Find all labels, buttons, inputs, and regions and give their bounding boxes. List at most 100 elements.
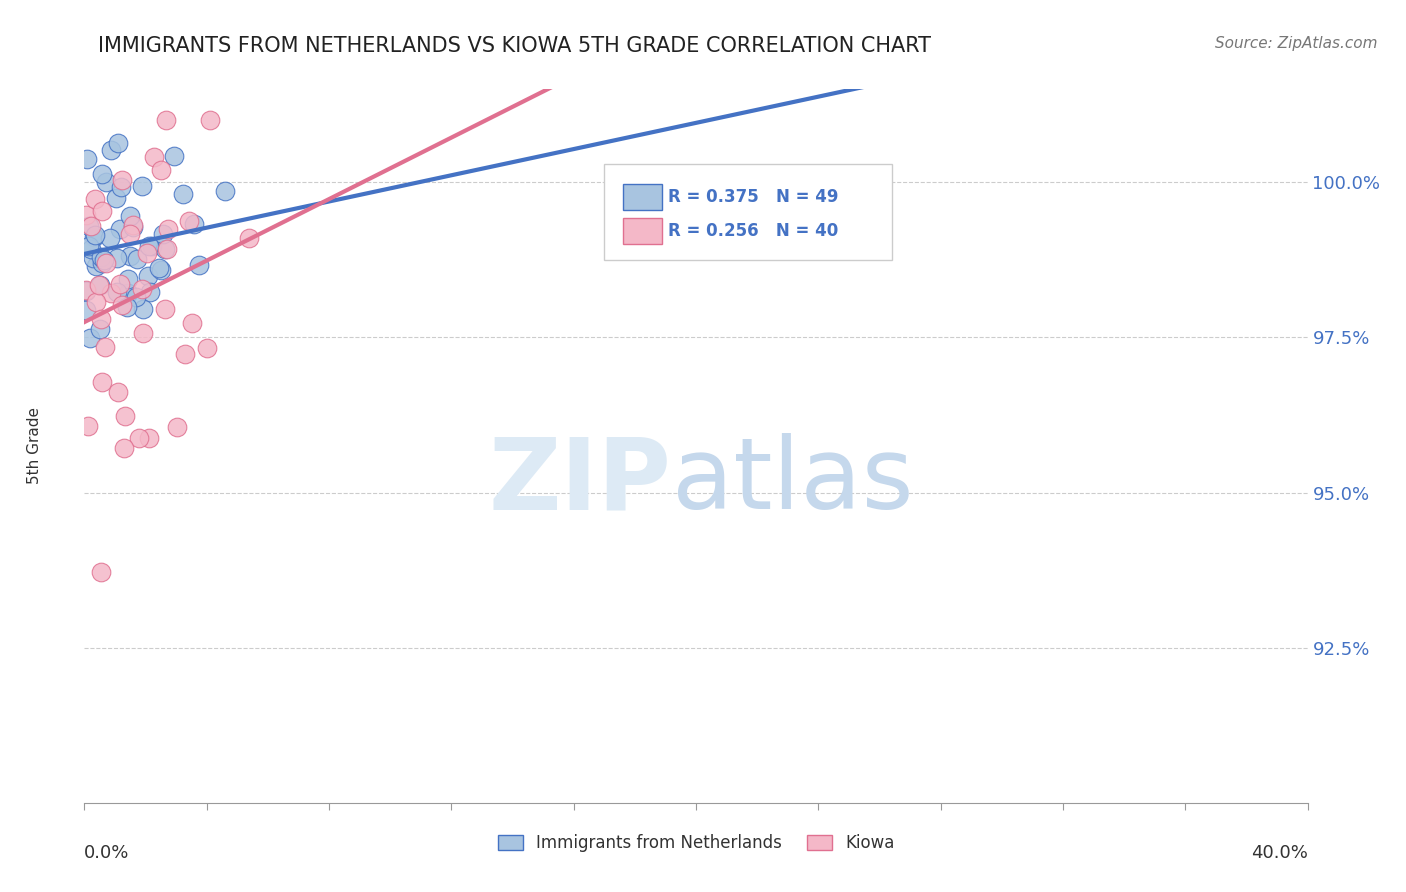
Point [131, 282, 153, 296]
Point [180, 316, 202, 330]
Point [143, 150, 166, 164]
FancyBboxPatch shape [605, 164, 891, 260]
Point [174, 347, 197, 361]
Text: ZIP: ZIP [489, 434, 672, 530]
Point [100, 285, 122, 300]
Point [157, 222, 180, 236]
Point [105, 191, 128, 205]
Point [111, 298, 134, 312]
Point [117, 286, 139, 301]
Point [238, 230, 260, 244]
Point [198, 113, 221, 128]
Point [155, 242, 177, 256]
Point [82, 251, 104, 265]
Point [90, 312, 112, 326]
Point [84, 260, 107, 274]
Point [136, 269, 159, 284]
Point [138, 432, 160, 446]
Text: R = 0.375   N = 49: R = 0.375 N = 49 [668, 188, 838, 206]
Point [79, 330, 101, 344]
Point [90, 565, 112, 579]
Point [110, 180, 132, 194]
Point [89, 277, 111, 292]
Point [77, 219, 100, 234]
Point [112, 441, 135, 455]
Point [94, 175, 117, 189]
Point [125, 290, 148, 304]
Legend: Immigrants from Netherlands, Kiowa: Immigrants from Netherlands, Kiowa [491, 828, 901, 859]
Point [132, 326, 155, 340]
Point [105, 285, 128, 299]
Point [139, 285, 162, 299]
FancyBboxPatch shape [623, 184, 662, 210]
Point [84, 192, 107, 206]
Point [141, 239, 163, 253]
Point [155, 243, 177, 257]
Point [77, 418, 100, 433]
Point [188, 258, 211, 272]
Point [83, 230, 105, 244]
Point [75, 208, 97, 222]
Point [76, 152, 98, 166]
Point [155, 301, 177, 316]
Text: 0.0%: 0.0% [84, 845, 129, 863]
FancyBboxPatch shape [623, 219, 662, 244]
Point [90, 250, 112, 264]
Point [77, 238, 100, 252]
Point [100, 144, 122, 158]
Point [75, 284, 97, 298]
Point [118, 227, 141, 241]
Point [162, 149, 184, 163]
Point [122, 218, 145, 232]
Text: 40.0%: 40.0% [1251, 845, 1308, 863]
Point [110, 277, 132, 291]
Point [114, 409, 136, 424]
Point [131, 179, 153, 194]
Point [148, 260, 170, 275]
Point [183, 218, 205, 232]
Point [75, 283, 97, 297]
Point [195, 341, 218, 355]
Point [84, 295, 107, 310]
Point [127, 252, 149, 266]
Point [121, 220, 143, 235]
Text: atlas: atlas [672, 434, 912, 530]
Point [152, 227, 174, 241]
Point [80, 242, 103, 256]
Point [138, 239, 160, 253]
Text: IMMIGRANTS FROM NETHERLANDS VS KIOWA 5TH GRADE CORRELATION CHART: IMMIGRANTS FROM NETHERLANDS VS KIOWA 5TH… [98, 36, 931, 55]
Point [80, 219, 103, 233]
Point [75, 303, 97, 318]
Point [90, 375, 112, 389]
Point [100, 231, 122, 245]
Point [155, 113, 177, 128]
Point [177, 214, 200, 228]
Text: R = 0.256   N = 40: R = 0.256 N = 40 [668, 222, 838, 240]
Point [214, 185, 236, 199]
Point [89, 322, 111, 336]
Point [90, 203, 112, 218]
Point [91, 256, 114, 270]
Point [149, 163, 172, 178]
Point [172, 186, 194, 201]
Point [115, 300, 138, 314]
Point [128, 431, 150, 445]
Point [110, 221, 132, 235]
Point [107, 385, 129, 400]
Point [166, 419, 188, 434]
Point [89, 278, 111, 293]
Point [120, 250, 142, 264]
Point [105, 251, 128, 265]
Point [111, 173, 134, 187]
Point [136, 245, 159, 260]
Point [118, 209, 141, 223]
Point [117, 272, 139, 286]
Point [150, 263, 173, 277]
Point [91, 167, 114, 181]
Text: Source: ZipAtlas.com: Source: ZipAtlas.com [1215, 36, 1378, 51]
Point [83, 227, 105, 242]
Point [96, 256, 118, 270]
Text: 5th Grade: 5th Grade [27, 408, 42, 484]
Point [107, 136, 129, 150]
Point [94, 339, 117, 353]
